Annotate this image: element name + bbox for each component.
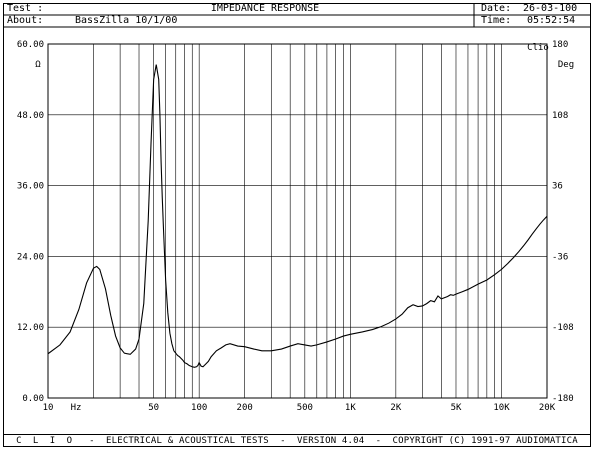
chart-grid — [47, 43, 548, 399]
about-label: About: — [7, 15, 44, 26]
header-row-test: Test : IMPEDANCE RESPONSE Date: 26-03-10… — [3, 3, 591, 15]
y2-tick-label: 108 — [552, 111, 568, 121]
date-label: Date: — [481, 3, 512, 14]
window-frame — [3, 3, 591, 447]
y2-tick-label: 36 — [552, 182, 563, 192]
header-row-about: About: BassZilla 10/1/00 Time: 05:52:54 — [3, 15, 591, 27]
x-tick-label: 10 — [43, 403, 54, 413]
date-value: 26-03-100 — [523, 3, 578, 14]
tick-labels: 0.00 12.00 24.00 36.00 48.00 60.00 -180 -108 -36… — [17, 40, 574, 413]
x-tick-label: 2K — [390, 403, 401, 413]
header-panel: Test : IMPEDANCE RESPONSE Date: 26-03-10… — [3, 3, 591, 27]
x-tick-label: 500 — [297, 403, 313, 413]
x-tick-label: 5K — [451, 403, 462, 413]
y2-tick-label: -36 — [552, 252, 568, 262]
x-tick-label: 100 — [191, 403, 207, 413]
clio-corner-label: Clio — [527, 43, 549, 53]
y-tick-label: 0.00 — [22, 394, 44, 404]
x-tick-label: 20K — [539, 403, 556, 413]
x-tick-label: 10K — [493, 403, 510, 413]
impedance-curve — [47, 64, 548, 368]
x-tick-label: 1K — [345, 403, 356, 413]
y2-axis-label: Deg — [558, 60, 574, 70]
y2-tick-label: -180 — [552, 394, 574, 404]
about-value: BassZilla 10/1/00 — [75, 15, 178, 26]
x-axis-unit-label: Hz — [71, 403, 82, 413]
time-label: Time: — [481, 15, 512, 26]
page-title: IMPEDANCE RESPONSE — [210, 3, 320, 14]
plot-area-border — [47, 43, 548, 399]
y-tick-label: 12.00 — [17, 323, 44, 333]
y-tick-label: 60.00 — [17, 40, 44, 50]
y-tick-label: 48.00 — [17, 111, 44, 121]
x-tick-label: 200 — [237, 403, 253, 413]
time-value: 05:52:54 — [527, 15, 576, 26]
y2-tick-label: 180 — [552, 40, 568, 50]
footer-copyright: C L I O - ELECTRICAL & ACOUSTICAL TESTS … — [3, 434, 591, 448]
y-tick-label: 24.00 — [17, 252, 44, 262]
x-tick-label: 50 — [148, 403, 159, 413]
y-axis-label: Ω — [35, 60, 41, 70]
test-label: Test : — [7, 3, 44, 14]
y-tick-label: 36.00 — [17, 182, 44, 192]
y2-tick-label: -108 — [552, 323, 574, 333]
